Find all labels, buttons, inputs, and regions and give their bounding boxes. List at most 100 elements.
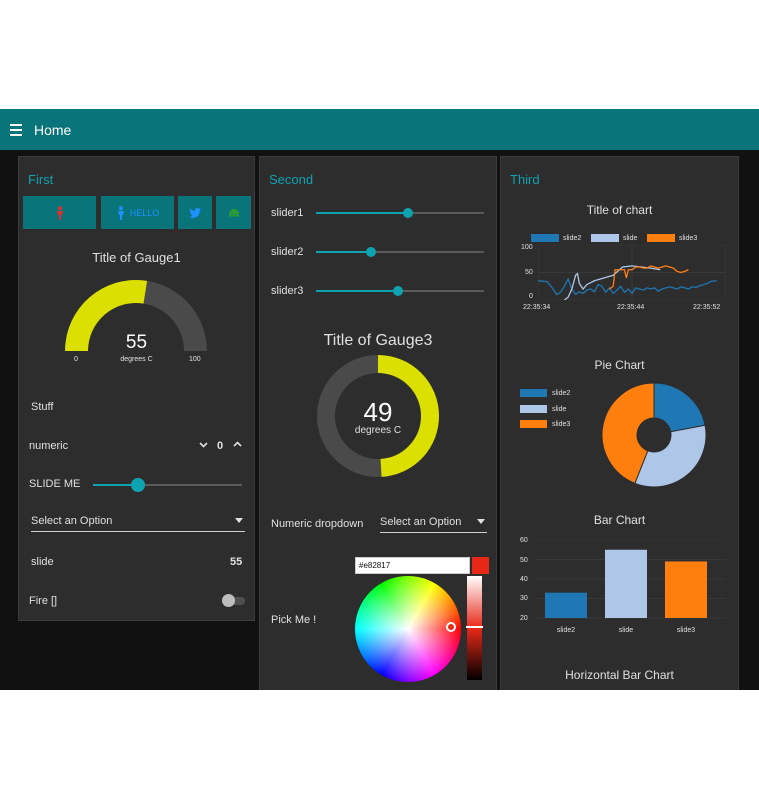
slider-thumb[interactable] bbox=[393, 286, 404, 296]
bar-xtick: slide3 bbox=[676, 627, 696, 634]
bar-chart bbox=[536, 540, 726, 619]
panel-third: Third Title of chart slide2 slide slide3… bbox=[500, 156, 739, 690]
hbar-chart-title: Horizontal Bar Chart bbox=[565, 668, 674, 682]
panel-first: First HELLO Title of Gauge1 55 degrees C… bbox=[18, 156, 255, 621]
slider2[interactable] bbox=[316, 247, 484, 257]
panel-title-third: Third bbox=[510, 172, 540, 187]
pie-chart-title: Pie Chart bbox=[594, 358, 645, 372]
bar-xtick: slide2 bbox=[556, 627, 576, 634]
slide-me-slider[interactable] bbox=[93, 478, 242, 492]
color-swatch bbox=[472, 557, 489, 574]
switch-label: Fire [] bbox=[29, 595, 58, 607]
series-line-slide bbox=[563, 265, 661, 300]
bar-ytick: 30 bbox=[520, 595, 528, 602]
pie-chart bbox=[601, 382, 707, 488]
bar-slide2 bbox=[545, 592, 587, 618]
line-xtick: 22:35:34 bbox=[523, 304, 551, 311]
gauge3-title: Title of Gauge3 bbox=[323, 332, 433, 349]
slider-fill bbox=[316, 290, 399, 292]
brightness-handle[interactable] bbox=[466, 626, 483, 628]
legend-label: slide2 bbox=[552, 390, 571, 397]
fire-switch[interactable] bbox=[222, 594, 245, 607]
bar-ytick: 40 bbox=[520, 576, 528, 583]
legend-label: slide2 bbox=[563, 235, 582, 242]
gauge1-title: Title of Gauge1 bbox=[92, 250, 181, 265]
button-1[interactable] bbox=[23, 196, 96, 229]
option-dropdown[interactable]: Select an Option bbox=[31, 515, 245, 532]
slider3[interactable] bbox=[316, 286, 484, 296]
numeric-value: 0 bbox=[217, 440, 224, 452]
line-xtick: 22:35:44 bbox=[617, 304, 645, 311]
gauge1-units: degrees C bbox=[120, 356, 153, 363]
chevron-up-icon[interactable] bbox=[233, 441, 242, 447]
bar-xtick: slide bbox=[618, 627, 634, 634]
gauge1-value: 55 bbox=[125, 332, 148, 353]
color-wheel[interactable] bbox=[355, 576, 461, 682]
stuff-label: Stuff bbox=[31, 401, 54, 413]
slider1[interactable] bbox=[316, 208, 484, 218]
gauge3 bbox=[317, 355, 439, 477]
menu-icon[interactable] bbox=[10, 123, 28, 137]
bar-ytick: 20 bbox=[520, 615, 528, 622]
bar-chart-title: Bar Chart bbox=[593, 513, 646, 527]
line-chart bbox=[538, 245, 726, 300]
panel-title-second: Second bbox=[269, 172, 314, 187]
slide-text-label: slide bbox=[31, 556, 54, 568]
panel-title-first: First bbox=[28, 172, 54, 187]
slider2-label: slider2 bbox=[271, 246, 304, 258]
hello-button-label: HELLO bbox=[129, 207, 160, 218]
slider-thumb[interactable] bbox=[130, 478, 145, 492]
slider-thumb[interactable] bbox=[403, 208, 414, 218]
pie-slice-slide3 bbox=[601, 382, 655, 484]
android-button[interactable] bbox=[216, 196, 251, 229]
twitter-icon bbox=[189, 207, 201, 218]
dropdown-value: Select an Option bbox=[31, 515, 113, 527]
hex-input[interactable]: #e82817 bbox=[355, 557, 470, 574]
legend-label: slide bbox=[552, 406, 567, 413]
series-line-slide3 bbox=[609, 265, 689, 290]
color-picker-label: Pick Me ! bbox=[271, 614, 317, 626]
numeric-label: numeric bbox=[29, 440, 69, 452]
top-bar: Home bbox=[0, 109, 759, 150]
bar-ytick: 60 bbox=[520, 537, 528, 544]
legend-label: slide3 bbox=[679, 235, 698, 242]
numeric-dropdown-label: Numeric dropdown bbox=[271, 518, 364, 530]
series-line-slide2 bbox=[538, 277, 717, 296]
switch-knob bbox=[222, 594, 235, 607]
numeric-dropdown[interactable]: Select an Option bbox=[380, 516, 487, 533]
gauge1-min: 0 bbox=[74, 356, 78, 363]
slide-text-value: 55 bbox=[230, 556, 243, 568]
pie-slice-slide2 bbox=[653, 382, 706, 433]
gauge-fill bbox=[65, 280, 148, 351]
page-title: Home bbox=[34, 121, 72, 138]
legend-label: slide bbox=[623, 235, 638, 242]
legend-swatch bbox=[520, 420, 547, 428]
legend-swatch bbox=[520, 405, 547, 413]
caret-down-icon bbox=[477, 519, 485, 524]
gauge-fill bbox=[317, 355, 439, 477]
line-ytick: 50 bbox=[525, 269, 533, 276]
line-ytick: 100 bbox=[521, 244, 533, 251]
line-ytick: 0 bbox=[529, 293, 533, 300]
legend-swatch bbox=[647, 234, 675, 242]
color-picker[interactable]: #e82817 bbox=[355, 557, 489, 682]
twitter-button[interactable] bbox=[178, 196, 212, 229]
gauge3-value: 49 bbox=[363, 397, 393, 427]
legend-swatch bbox=[520, 389, 547, 397]
slider-fill bbox=[316, 212, 409, 214]
pie-slice-slide bbox=[634, 424, 707, 488]
brightness-slider[interactable] bbox=[466, 576, 483, 680]
hello-button[interactable]: HELLO bbox=[101, 196, 174, 229]
gauge3-units: degrees C bbox=[354, 425, 402, 436]
slider-thumb[interactable] bbox=[366, 247, 377, 257]
bar-slide bbox=[605, 549, 647, 618]
legend-swatch bbox=[531, 234, 559, 242]
slider1-label: slider1 bbox=[271, 207, 304, 219]
dashboard-app: Home First HELLO Title of Gauge1 55 degr… bbox=[0, 109, 759, 690]
android-icon bbox=[228, 209, 239, 217]
line-chart-title: Title of chart bbox=[586, 203, 653, 217]
slider-fill bbox=[316, 251, 372, 253]
slider-fill bbox=[93, 484, 138, 486]
wheel-cursor[interactable] bbox=[446, 622, 456, 632]
chevron-down-icon[interactable] bbox=[199, 442, 208, 448]
